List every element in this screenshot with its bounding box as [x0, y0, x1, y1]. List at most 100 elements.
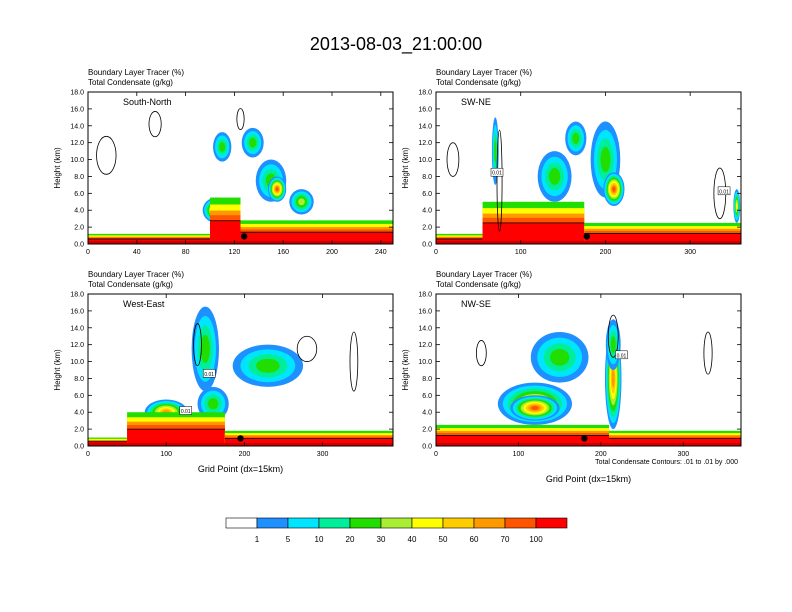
y-tick-label: 6.0 [422, 191, 432, 198]
panel-header: Total Condensate (g/kg) [88, 280, 173, 289]
colorbar-swatch [473, 517, 506, 529]
condensate-contour [236, 108, 245, 130]
y-tick-label: 6.0 [74, 191, 84, 198]
boundary-layer-band [240, 232, 393, 244]
panel-name: South-North [123, 97, 172, 107]
cloud-blob [531, 406, 539, 410]
y-tick-label: 16.0 [70, 308, 84, 315]
cloud-blob [298, 198, 305, 206]
y-tick-label: 0.0 [422, 242, 432, 249]
cloud-blob [735, 202, 738, 210]
cloud-blob [611, 369, 615, 388]
location-marker [240, 233, 248, 240]
y-tick-label: 12.0 [418, 140, 432, 147]
x-tick-label: 200 [600, 249, 612, 256]
plot-area: 0.01 [436, 314, 741, 446]
y-tick-label: 12.0 [70, 140, 84, 147]
y-tick-label: 6.0 [74, 393, 84, 400]
y-tick-label: 8.0 [422, 174, 432, 181]
cloud-blob [550, 348, 570, 366]
panel-header: Total Condensate (g/kg) [88, 78, 173, 87]
x-axis-label: Grid Point (dx=15km) [198, 464, 283, 474]
y-tick-label: 18.0 [418, 292, 432, 299]
y-tick-label: 4.0 [422, 410, 432, 417]
y-tick-label: 10.0 [70, 157, 84, 164]
y-tick-label: 16.0 [418, 308, 432, 315]
y-tick-label: 8.0 [74, 174, 84, 181]
condensate-contour [96, 135, 117, 175]
condensate-contour [496, 129, 503, 232]
y-tick-label: 8.0 [422, 376, 432, 383]
cloud-blob [548, 168, 561, 185]
y-axis-label: Height (km) [401, 147, 410, 189]
terrain-strip [436, 443, 741, 446]
colorbar-swatch [380, 517, 413, 529]
x-tick-label: 100 [513, 451, 525, 458]
panel-header: Boundary Layer Tracer (%) [88, 68, 184, 77]
colorbar-swatch [225, 517, 258, 529]
colorbar-label: 20 [346, 535, 355, 544]
x-tick-label: 0 [434, 249, 438, 256]
figure-title: 2013-08-03_21:00:00 [310, 34, 482, 55]
panel-name: West-East [123, 299, 165, 309]
cloud-blob [256, 358, 280, 373]
panel-header: Boundary Layer Tracer (%) [436, 68, 532, 77]
panel-south-north: 0.0 2.0 4.0 6.0 8.0 10.0 12.0 14.0 16.0 18.0 0 40 80… [53, 68, 394, 256]
colorbar-label: 40 [408, 535, 417, 544]
colorbar-swatch [287, 517, 320, 529]
cloud-blob [219, 141, 226, 152]
y-tick-label: 16.0 [70, 106, 84, 113]
y-tick-label: 14.0 [70, 325, 84, 332]
colorbar-swatch [504, 517, 537, 529]
cloud-blob [612, 186, 616, 192]
condensate-contour [193, 323, 202, 367]
colorbar-label: 100 [529, 535, 543, 544]
contour-note: Total Condensate Contours: .01 to .01 by… [595, 459, 738, 466]
condensate-contour [703, 331, 713, 375]
y-tick-label: 14.0 [418, 123, 432, 130]
y-tick-label: 4.0 [422, 208, 432, 215]
panel-west-east: 0.01 0.01 0.0 2.0 4.0 6.0 8.0 10.0 12.0 14.0 16.0 1… [53, 270, 394, 474]
location-marker [237, 435, 244, 442]
colorbar-label: 1 [255, 535, 260, 544]
y-tick-label: 0.0 [74, 444, 84, 451]
y-tick-label: 2.0 [74, 225, 84, 232]
y-tick-label: 18.0 [70, 292, 84, 299]
condensate-contour [148, 111, 162, 138]
location-marker [583, 233, 591, 240]
y-axis-label: Height (km) [53, 349, 62, 391]
colorbar-label: 10 [315, 535, 324, 544]
x-tick-label: 160 [277, 249, 289, 256]
colorbar-swatch [318, 517, 351, 529]
boundary-layer-band [436, 435, 610, 446]
panel-nw-se: 0.01 0.0 2.0 4.0 6.0 8.0 10.0 12.0 14.0 16.0 18.0 0… [401, 270, 742, 484]
contour-label-box [179, 406, 193, 415]
contour-label: 0.01 [719, 189, 729, 195]
panel-header: Total Condensate (g/kg) [436, 78, 521, 87]
y-tick-label: 8.0 [74, 376, 84, 383]
x-tick-label: 300 [677, 451, 689, 458]
colorbar-label: 30 [377, 535, 386, 544]
y-tick-label: 14.0 [418, 325, 432, 332]
cloud-blob [249, 137, 257, 148]
boundary-layer-band [210, 220, 241, 244]
x-tick-label: 200 [326, 249, 338, 256]
plot-area: 0.01 0.01 [88, 306, 393, 446]
colorbar-label: 60 [470, 535, 479, 544]
colorbar-swatch [411, 517, 444, 529]
panel-name: NW-SE [461, 299, 491, 309]
panel-header: Boundary Layer Tracer (%) [88, 270, 184, 279]
plot-frame [435, 293, 742, 447]
contour-label: 0.01 [617, 353, 627, 359]
plot-area: 0.01 0.01 [436, 117, 741, 244]
x-tick-label: 100 [515, 249, 527, 256]
contour-label: 0.01 [181, 409, 191, 415]
panel-sw-ne: 0.01 0.01 0.0 2.0 4.0 6.0 8.0 10.0 12.0 14.0 16.0 1… [401, 68, 742, 256]
condensate-contour [475, 340, 487, 367]
plot-frame [87, 91, 394, 245]
y-tick-label: 18.0 [418, 90, 432, 97]
colorbar-label: 5 [286, 535, 291, 544]
x-tick-label: 80 [182, 249, 190, 256]
x-tick-label: 200 [595, 451, 607, 458]
